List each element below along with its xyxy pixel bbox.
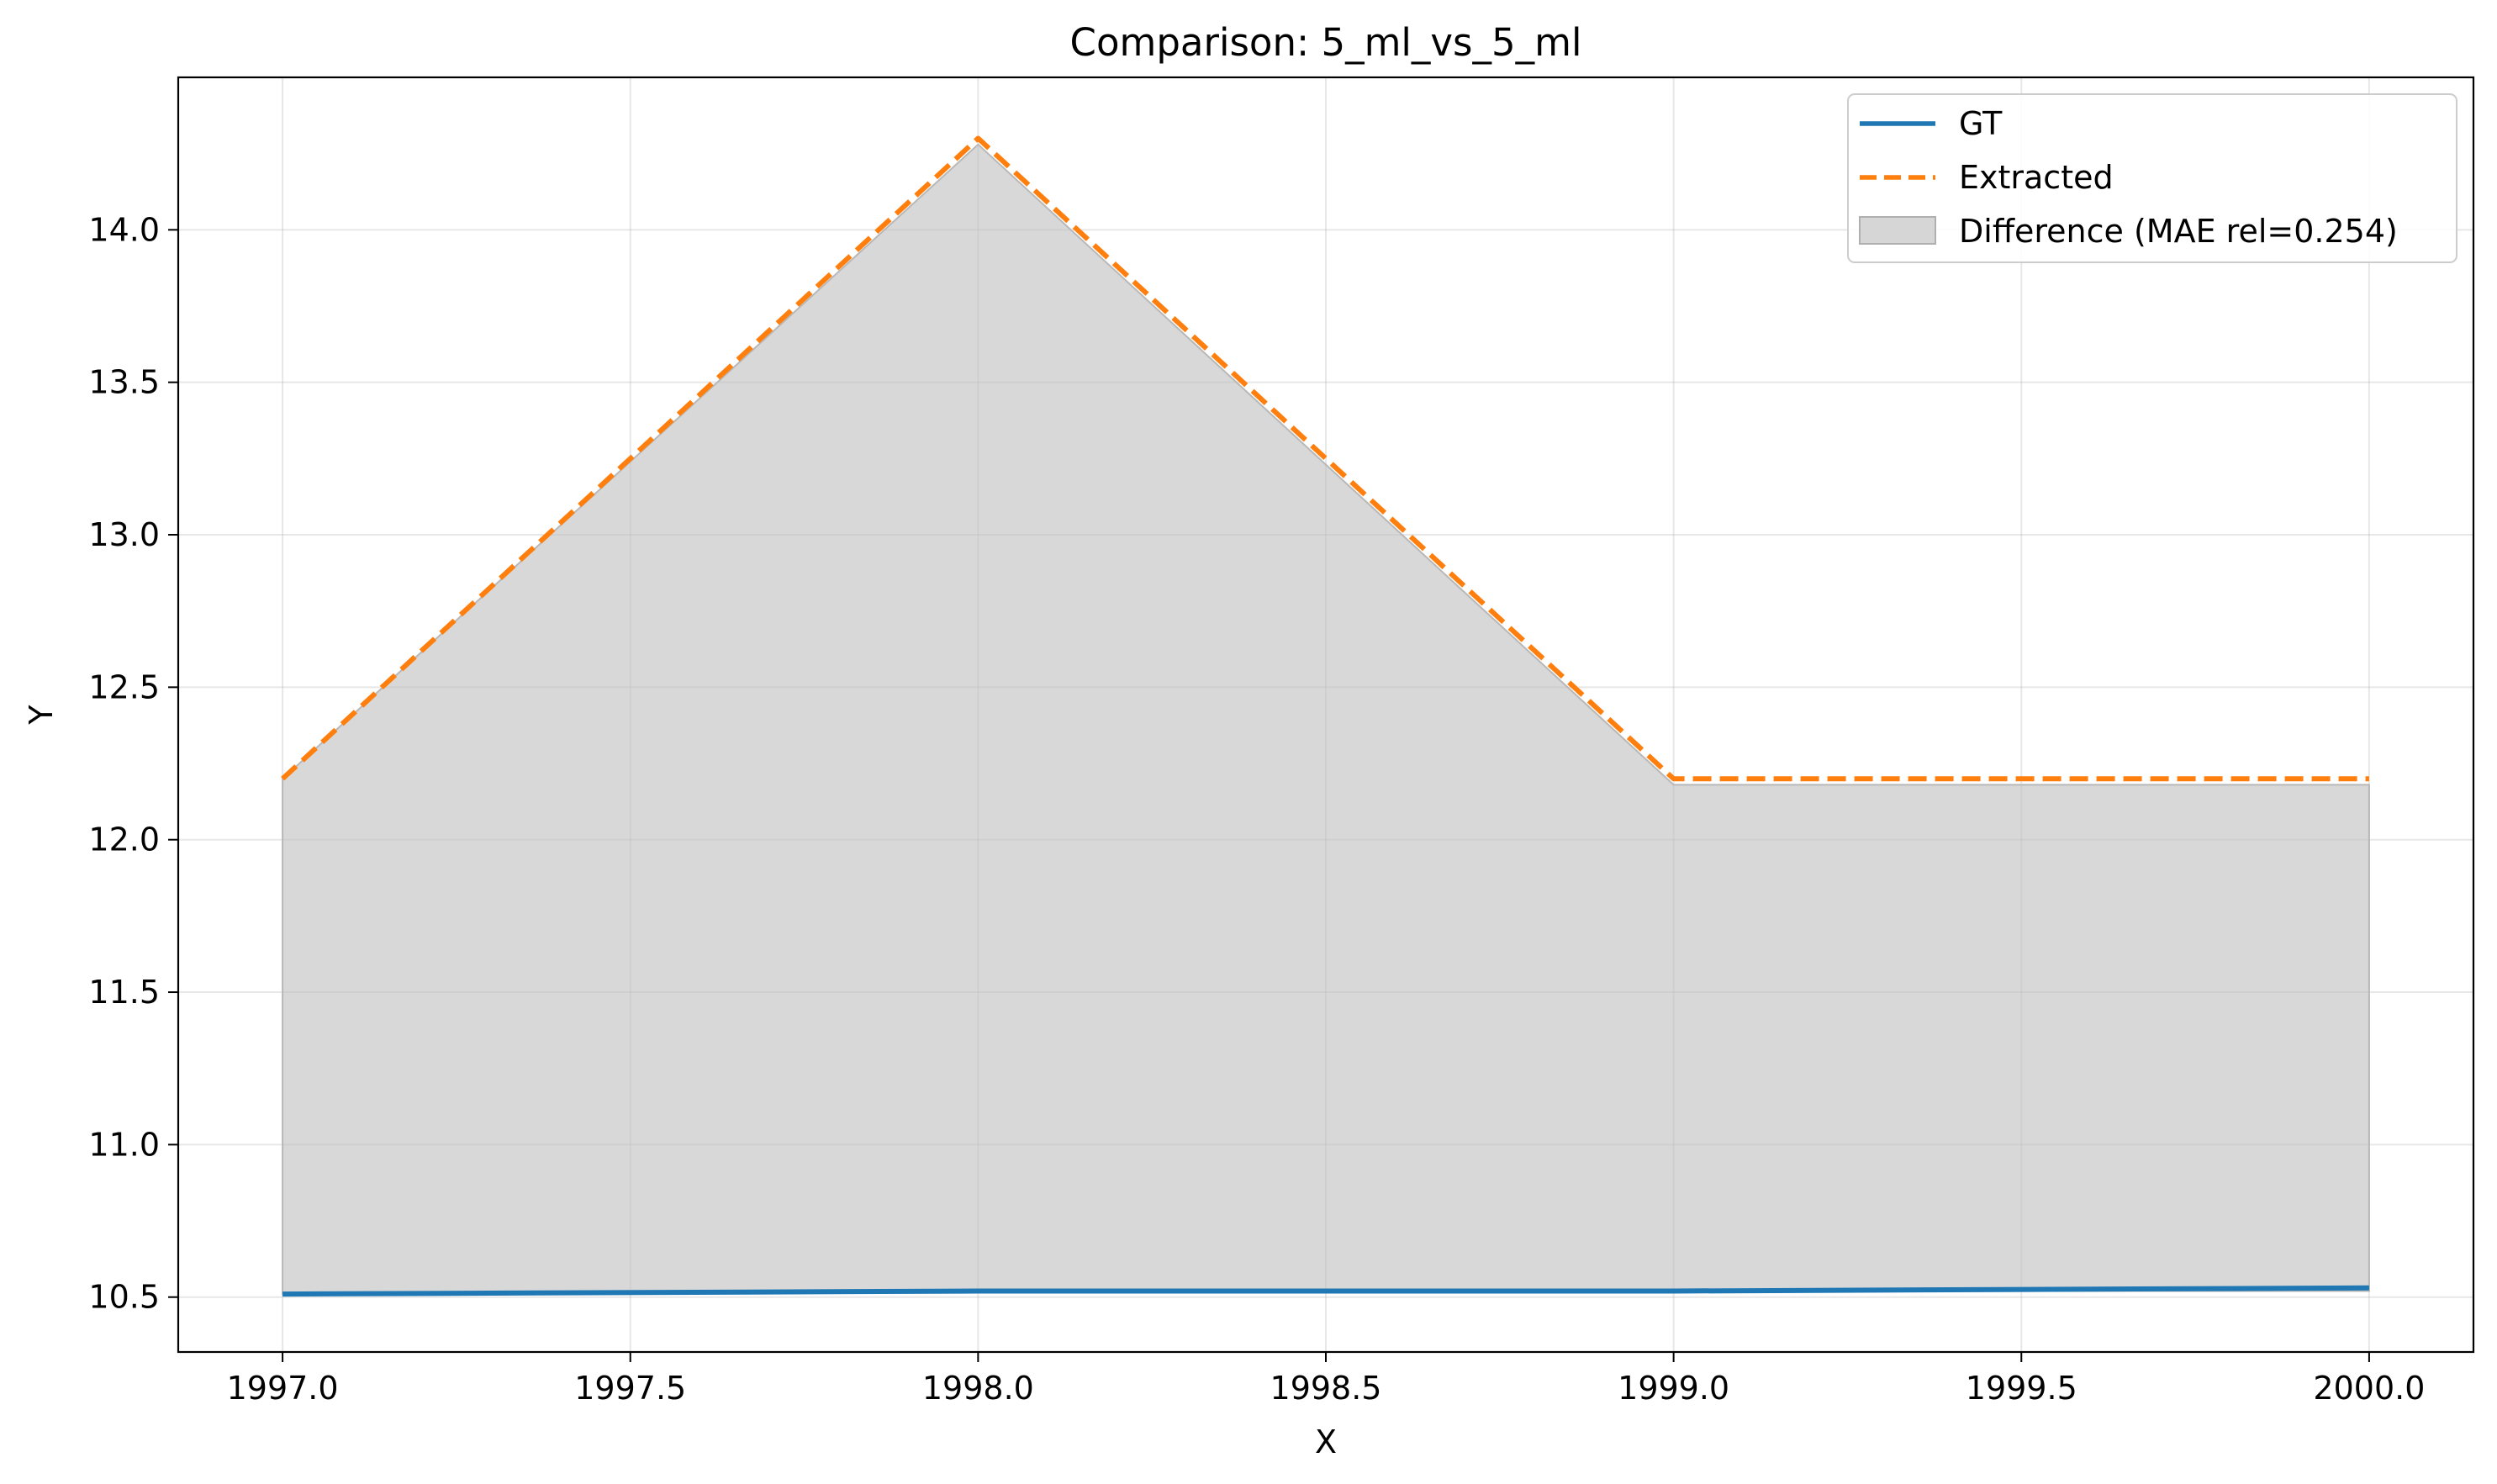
- series-lines: [281, 135, 2369, 1297]
- x-tick-label: 2000.0: [2313, 1370, 2425, 1407]
- y-tick-label: 11.5: [88, 974, 160, 1011]
- x-tick-label: 1998.5: [1270, 1370, 1382, 1407]
- y-tick-label: 13.5: [88, 364, 160, 401]
- x-axis-label: X: [1315, 1423, 1337, 1460]
- x-tick-label: 1997.0: [227, 1370, 339, 1407]
- x-tick-label: 1998.0: [922, 1370, 1034, 1407]
- legend-label-gt: GT: [1959, 105, 2003, 142]
- series-line-gt: [282, 1285, 2369, 1297]
- y-tick-label: 13.0: [88, 516, 160, 553]
- legend-swatch-difference: [1859, 216, 1936, 245]
- legend-label-difference: Difference (MAE rel=0.254): [1959, 213, 2398, 250]
- y-axis-label: Y: [23, 705, 60, 726]
- series-line-extracted: [281, 135, 2369, 782]
- x-tick-label: 1999.0: [1618, 1370, 1729, 1407]
- y-tick-label: 10.5: [88, 1279, 160, 1316]
- x-tick-label: 1997.5: [574, 1370, 686, 1407]
- legend-box: [1847, 93, 2457, 263]
- x-tick-label: 1999.5: [1966, 1370, 2077, 1407]
- y-tick-label: 14.0: [88, 211, 160, 248]
- legend: GT Extracted Difference (MAE rel=0.254): [1847, 93, 2457, 263]
- x-axis-ticks: 1997.0 1997.5 1998.0 1998.5 1999.0 1999.5 2000…: [227, 1352, 2425, 1407]
- chart-title: Comparison: 5_ml_vs_5_ml: [1070, 20, 1582, 65]
- y-tick-label: 11.0: [88, 1126, 160, 1163]
- legend-label-extracted: Extracted: [1959, 159, 2114, 196]
- y-tick-label: 12.5: [88, 668, 160, 705]
- y-axis-ticks: 10.5 11.0 11.5 12.0 12.5 13.0 13.5 14.0: [88, 211, 178, 1316]
- y-tick-label: 12.0: [88, 821, 160, 858]
